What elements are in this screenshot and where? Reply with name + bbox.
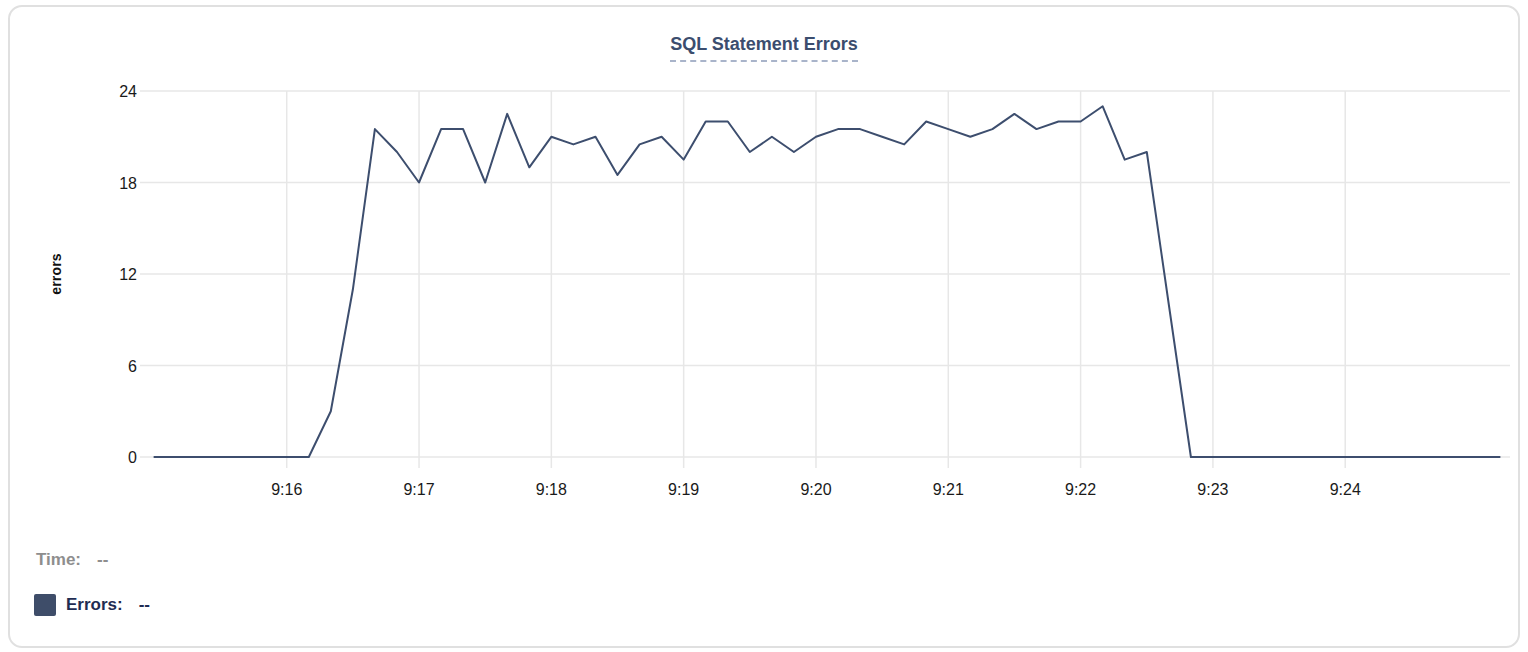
x-tick-label: 9:24	[1330, 481, 1361, 498]
y-tick-label: 18	[119, 175, 137, 192]
legend-errors-item[interactable]: Errors: --	[34, 594, 150, 616]
y-tick-label: 12	[119, 266, 137, 283]
errors-series-swatch-icon	[34, 594, 56, 616]
axis-labels: 0 6 12 18 24 9:16 9:17 9:18 9:19 9:20 9:21 9:22 9:23…	[119, 83, 1361, 498]
errors-series-line[interactable]	[154, 106, 1499, 457]
y-tick-label: 24	[119, 83, 137, 100]
chart-panel-card: SQL Statement Errors errors 061218249:16…	[8, 5, 1520, 648]
x-tick-label: 9:16	[271, 481, 302, 498]
x-tick-label: 9:17	[403, 481, 434, 498]
y-tick-label: 0	[128, 449, 137, 466]
y-tick-label: 6	[128, 358, 137, 375]
legend-errors-label: Errors:	[66, 595, 123, 615]
line-chart-plot-area[interactable]: 0 6 12 18 24 9:16 9:17 9:18 9:19 9:20 9:21 9:22 9:23…	[10, 7, 1528, 652]
x-tick-label: 9:19	[668, 481, 699, 498]
tooltip-time-row: Time: --	[36, 550, 108, 570]
x-tick-label: 9:18	[536, 481, 567, 498]
legend-errors-value: --	[139, 595, 150, 615]
grid	[140, 91, 1510, 468]
x-tick-label: 9:23	[1197, 481, 1228, 498]
x-tick-label: 9:20	[800, 481, 831, 498]
tooltip-time-label: Time:	[36, 550, 81, 570]
x-tick-label: 9:22	[1065, 481, 1096, 498]
tooltip-time-value: --	[97, 550, 108, 570]
x-tick-label: 9:21	[933, 481, 964, 498]
